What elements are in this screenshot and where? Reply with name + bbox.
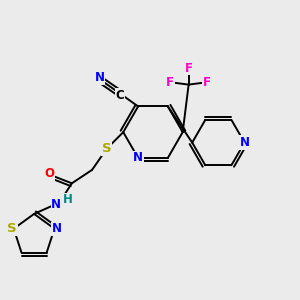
Text: H: H xyxy=(63,193,73,206)
Text: N: N xyxy=(133,152,143,164)
Text: N: N xyxy=(52,222,62,235)
Text: S: S xyxy=(102,142,112,155)
Text: N: N xyxy=(51,198,62,211)
Text: C: C xyxy=(115,88,124,102)
Text: S: S xyxy=(8,222,17,235)
Text: N: N xyxy=(239,136,250,149)
Text: F: F xyxy=(203,76,211,89)
Text: F: F xyxy=(184,62,193,75)
Text: O: O xyxy=(44,167,54,180)
Text: F: F xyxy=(166,76,174,89)
Text: N: N xyxy=(94,71,104,84)
